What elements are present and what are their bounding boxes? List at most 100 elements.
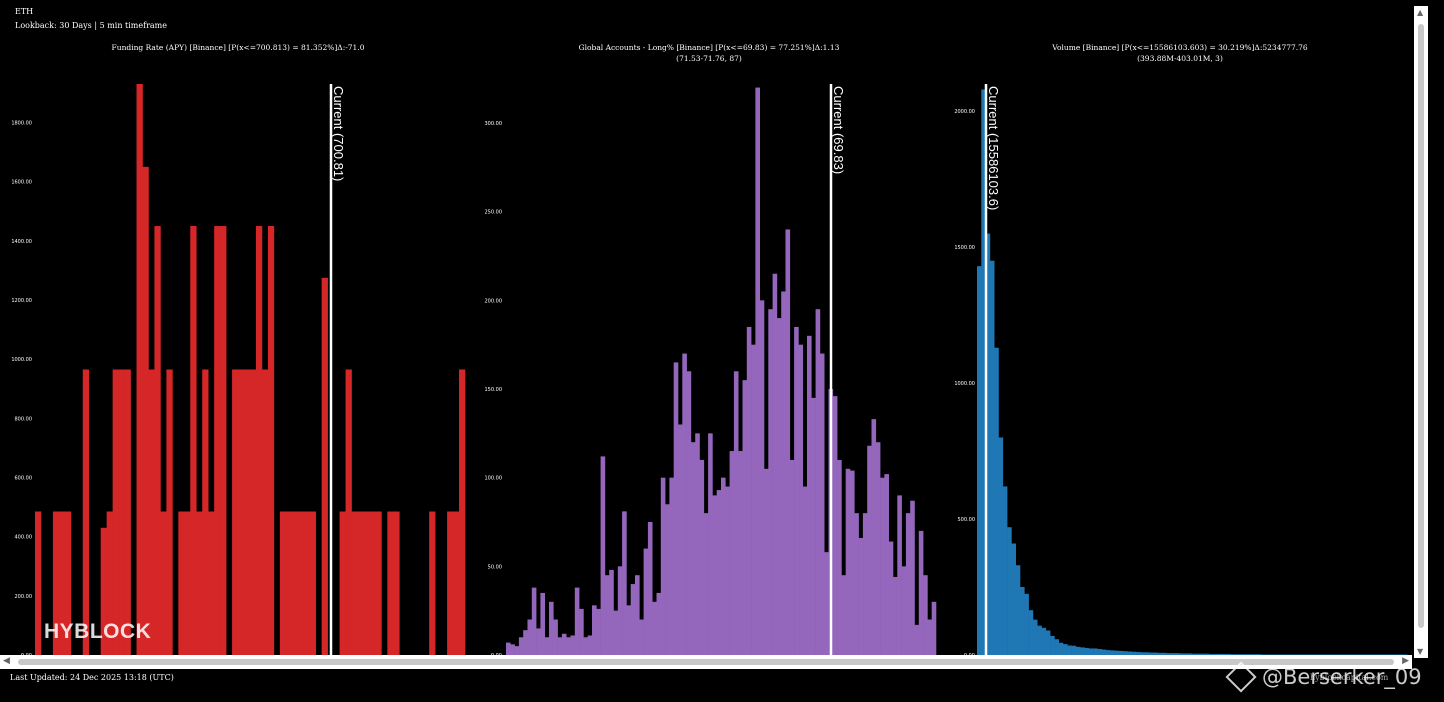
funding-bar [214,226,221,655]
volume-bar [1364,654,1369,655]
funding-bar [52,511,60,655]
volume-bar [1351,654,1356,655]
volume-bar [1015,565,1021,655]
scroll-left-icon[interactable]: ◀ [3,656,10,666]
long-accounts-bar [716,490,722,655]
volume-bar [1097,649,1102,655]
horizontal-scroll-thumb[interactable] [18,659,1394,665]
long-accounts-bar [798,344,803,655]
long-accounts-bar [699,459,705,655]
long-accounts-bar [647,522,653,655]
volume-bar [1239,654,1244,655]
long-accounts-bar [893,576,898,655]
long-accounts-bar [626,605,631,655]
volume-bar [1265,654,1270,655]
long-accounts-bar [772,273,778,655]
volume-bar [1007,527,1012,655]
funding-y-tick-label: 0.00 [21,653,32,655]
volume-bar [985,233,991,655]
funding-bar [285,511,293,655]
long-accounts-bar [802,486,808,655]
volume-bar [1174,653,1180,655]
long-accounts-bar [708,433,713,655]
long-accounts-bar [888,541,894,655]
volume-bar [1144,652,1150,655]
volume-bar [998,437,1004,655]
volume-bar [1140,652,1145,655]
long-accounts-bar [703,513,709,655]
volume-bar [1011,543,1016,655]
long-accounts-bar [905,513,911,655]
volume-y-tick-label: 0.00 [964,653,975,655]
volume-bar [1037,625,1042,655]
long-accounts-bar [518,637,524,655]
funding-bar [106,511,113,655]
volume-bar [1200,653,1206,655]
volume-chart-title-text: Volume [Binance] [P(x<=15586103.603) = 3… [1052,43,1308,52]
lookback-label: Lookback: 30 Days | 5 min timeframe [15,21,168,30]
long-accounts-bar [557,637,563,655]
volume-bar [1020,587,1025,655]
funding-bar [255,226,263,655]
volume-y-tick-label: 500.00 [958,517,976,523]
long-accounts-chart: 0.00 50.00 100.00 150.00 200.00 250.00 300.00 C… [485,84,937,655]
long-accounts-bar [690,442,696,655]
long-accounts-bar [858,537,864,655]
funding-bar [136,84,143,655]
volume-bar [1002,486,1008,655]
long-accounts-y-tick-label: 300.00 [485,121,503,127]
volume-bar [1368,654,1373,655]
funding-bar [453,511,460,655]
vertical-scrollbar[interactable]: ▲ ▼ [1414,6,1428,658]
funding-y-tick-label: 1400.00 [11,239,32,245]
volume-bar [1381,654,1386,655]
author-handle: @Berserker_09 [1262,665,1422,689]
long-accounts-bar [695,433,700,655]
long-accounts-bar [639,619,644,655]
scroll-down-icon[interactable]: ▼ [1417,647,1424,656]
long-accounts-bar [832,396,838,655]
binance-logo-icon [1225,661,1257,693]
long-accounts-bar [785,229,791,655]
funding-bar [459,369,466,655]
volume-bar [1088,648,1094,655]
funding-bar [309,511,316,655]
funding-chart-title: Funding Rate (APY) [Binance] [P(x<=700.8… [38,42,438,53]
long-accounts-bar [561,633,567,655]
powered-by-link[interactable]: hyblockcapital.com [1310,673,1389,682]
long-accounts-bar [776,318,782,655]
funding-bar [429,511,436,655]
volume-bar [1118,650,1124,655]
volume-bar [1192,653,1197,655]
long-accounts-y-tick-label: 250.00 [485,210,503,216]
long-accounts-bar [759,300,765,655]
volume-bar [1329,654,1335,655]
funding-bar [279,511,287,655]
author-watermark: @Berserker_09 [1225,661,1422,693]
volume-bar [1230,654,1236,655]
long-accounts-bar [712,495,717,655]
long-accounts-bar [733,371,739,655]
volume-bar [1346,654,1352,655]
funding-bar [232,369,239,655]
volume-bar [1153,652,1158,655]
vertical-scroll-thumb[interactable] [1418,24,1424,628]
volume-bar [1110,650,1115,655]
scroll-up-icon[interactable]: ▲ [1417,8,1424,17]
horizontal-scrollbar[interactable]: ◀ ▶ [0,655,1412,669]
funding-y-tick-label: 1600.00 [11,180,32,186]
funding-bar [82,369,90,655]
long-accounts-bar [656,592,662,655]
long-accounts-bar [600,456,606,655]
long-accounts-y-tick-label: 50.00 [488,564,502,570]
volume-bar [1325,654,1330,655]
scroll-right-icon[interactable]: ▶ [1402,656,1409,666]
long-accounts-bar [824,552,829,655]
volume-bar [1243,654,1249,655]
volume-bar [1209,653,1214,655]
volume-bar [1093,648,1098,655]
funding-bar [190,226,197,655]
funding-y-tick-label: 1200.00 [11,298,32,304]
long-accounts-bar [901,566,907,655]
volume-bar [1278,654,1283,655]
